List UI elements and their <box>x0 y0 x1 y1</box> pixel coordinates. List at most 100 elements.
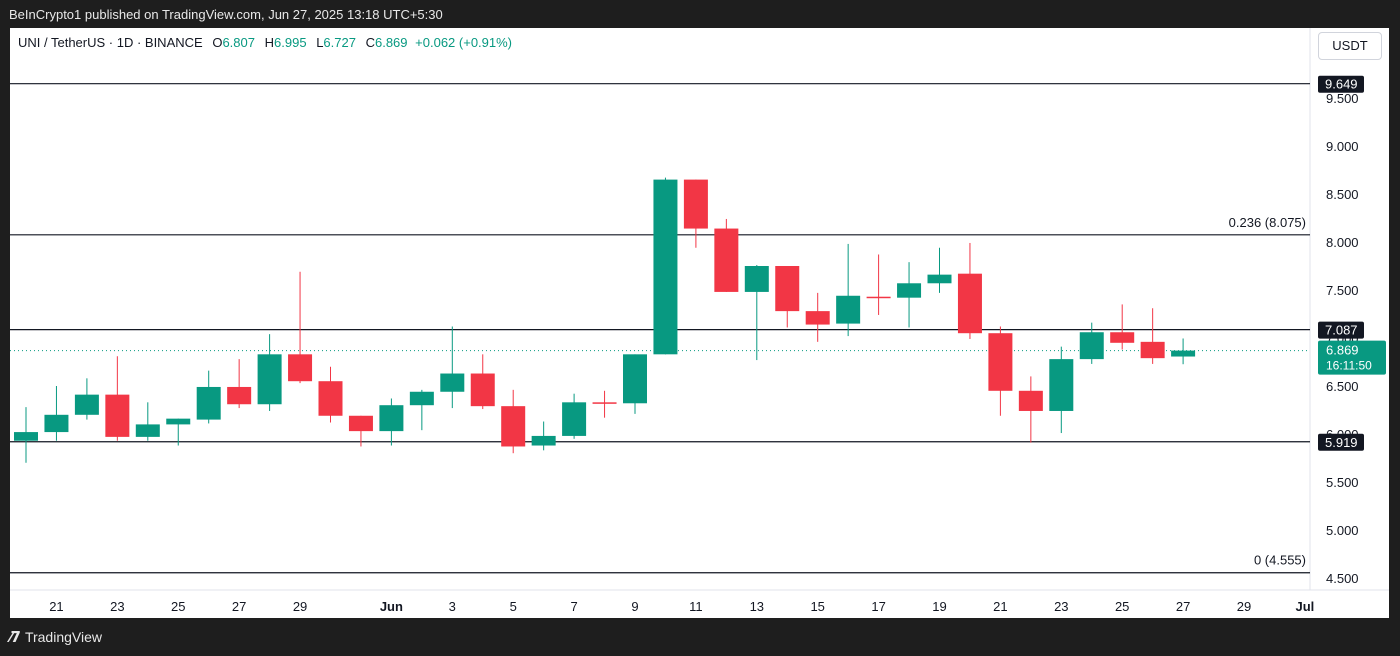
time-tick-label: 3 <box>449 599 456 614</box>
price-tick-label: 8.000 <box>1326 235 1359 250</box>
candle-body-up[interactable] <box>14 432 38 441</box>
candle-body-up[interactable] <box>196 386 221 420</box>
candle-body-up[interactable] <box>897 283 922 298</box>
time-tick-label: 27 <box>1176 599 1190 614</box>
footer-bar: ⁄7 TradingView <box>0 618 1400 655</box>
high-key: H <box>264 35 275 50</box>
time-tick-label: 29 <box>1237 599 1251 614</box>
candle-body-down[interactable] <box>105 394 130 437</box>
time-tick-label: 25 <box>171 599 185 614</box>
candle-body-down[interactable] <box>1110 332 1135 343</box>
candle-body-down[interactable] <box>714 228 739 292</box>
level-price-badge <box>1318 433 1364 451</box>
close-value: 6.869 <box>374 35 408 50</box>
brand-name: TradingView <box>24 629 102 645</box>
symbol-name[interactable]: UNI / TetherUS · 1D · BINANCE <box>18 35 203 50</box>
candle-body-up[interactable] <box>1049 359 1074 411</box>
candle-body-up[interactable] <box>166 418 191 425</box>
symbol-legend: UNI / TetherUS · 1D · BINANCE O6.807 H6.… <box>18 35 512 50</box>
level-price-label: 7.087 <box>1325 323 1358 338</box>
candle-body-up[interactable] <box>744 266 769 292</box>
tradingview-logo[interactable]: ⁄7 TradingView <box>10 618 102 656</box>
candle-body-down[interactable] <box>592 402 617 404</box>
bar-countdown-label: 16:11:50 <box>1326 359 1372 373</box>
time-tick-label: 19 <box>932 599 946 614</box>
open-value: 6.807 <box>222 35 255 50</box>
level-price-badge <box>1318 321 1364 339</box>
candle-body-up[interactable] <box>927 274 952 284</box>
candle-body-up[interactable] <box>623 354 647 404</box>
candle-body-up[interactable] <box>44 414 69 433</box>
time-tick-label: 17 <box>871 599 885 614</box>
time-tick-label: 21 <box>49 599 63 614</box>
time-tick-label: 21 <box>993 599 1007 614</box>
candle-body-up[interactable] <box>379 405 404 432</box>
fib-level-label: 0 (4.555) <box>1254 553 1306 568</box>
candle-body-down[interactable] <box>318 381 343 416</box>
candle-body-down[interactable] <box>227 386 252 405</box>
time-tick-label: 9 <box>631 599 638 614</box>
price-tick-label: 6.500 <box>1326 379 1359 394</box>
candle-body-up[interactable] <box>74 394 99 415</box>
candle-body-down[interactable] <box>957 273 982 334</box>
time-tick-label: 23 <box>110 599 124 614</box>
candle-body-down[interactable] <box>1018 390 1043 411</box>
price-tick-label: 9.500 <box>1326 91 1359 106</box>
candlestick-chart[interactable]: 4.5005.0005.5006.0006.5007.0007.5008.000… <box>10 28 1389 618</box>
price-tick-label: 5.500 <box>1326 475 1359 490</box>
close-key: C <box>365 35 375 50</box>
candle-body-up[interactable] <box>562 402 587 436</box>
level-price-badge <box>1318 75 1364 93</box>
candle-body-up[interactable] <box>531 435 556 446</box>
candle-body-down[interactable] <box>501 406 526 447</box>
candle-body-down[interactable] <box>683 179 708 229</box>
chart-frame[interactable]: 4.5005.0005.5006.0006.5007.0007.5008.000… <box>10 28 1389 618</box>
open-key: O <box>212 35 223 50</box>
level-price-label: 9.649 <box>1325 77 1358 92</box>
last-price-badge <box>1318 340 1386 375</box>
candle-body-down[interactable] <box>288 354 313 382</box>
candle-body-up[interactable] <box>409 391 434 406</box>
price-tick-label: 5.000 <box>1326 523 1359 538</box>
low-value: 6.727 <box>323 35 356 50</box>
candle-body-up[interactable] <box>1171 350 1196 357</box>
candle-body-down[interactable] <box>866 296 891 299</box>
price-tick-label: 4.500 <box>1326 571 1359 586</box>
time-tick-label: 29 <box>293 599 307 614</box>
currency-button[interactable]: USDT <box>1318 32 1382 60</box>
time-tick-label: 23 <box>1054 599 1068 614</box>
candle-body-up[interactable] <box>440 373 465 392</box>
time-tick-label: 7 <box>570 599 577 614</box>
time-tick-label: Jun <box>380 599 403 614</box>
time-tick-label: 13 <box>750 599 764 614</box>
price-tick-label: 9.000 <box>1326 139 1359 154</box>
tradingview-logo-icon: ⁄7 <box>10 628 21 646</box>
level-price-label: 5.919 <box>1325 435 1358 450</box>
publisher-bar: BeInCrypto1 published on TradingView.com… <box>0 0 1400 28</box>
candle-body-down[interactable] <box>805 311 830 325</box>
time-tick-label: 25 <box>1115 599 1129 614</box>
candle-body-up[interactable] <box>257 354 282 405</box>
fib-level-label: 0.236 (8.075) <box>1229 215 1306 230</box>
candle-body-up[interactable] <box>135 424 160 437</box>
candle-body-down[interactable] <box>988 333 1013 391</box>
candle-body-down[interactable] <box>470 373 495 407</box>
candle-body-up[interactable] <box>653 179 678 355</box>
candle-body-up[interactable] <box>1079 332 1104 360</box>
time-tick-label: 5 <box>510 599 517 614</box>
price-tick-label: 8.500 <box>1326 187 1359 202</box>
time-tick-label: 15 <box>810 599 824 614</box>
candle-body-up[interactable] <box>836 295 861 324</box>
time-tick-label: Jul <box>1296 599 1315 614</box>
high-value: 6.995 <box>274 35 307 50</box>
candle-body-down[interactable] <box>1140 341 1165 359</box>
price-tick-label: 7.500 <box>1326 283 1359 298</box>
publisher-text: BeInCrypto1 published on TradingView.com… <box>9 7 443 22</box>
low-key: L <box>316 35 324 50</box>
change-value: +0.062 (+0.91%) <box>415 35 513 50</box>
candle-body-down[interactable] <box>348 415 373 432</box>
candle-body-down[interactable] <box>775 266 800 312</box>
time-tick-label: 11 <box>689 599 703 614</box>
time-tick-label: 27 <box>232 599 246 614</box>
last-price-label: 6.869 <box>1326 343 1359 358</box>
